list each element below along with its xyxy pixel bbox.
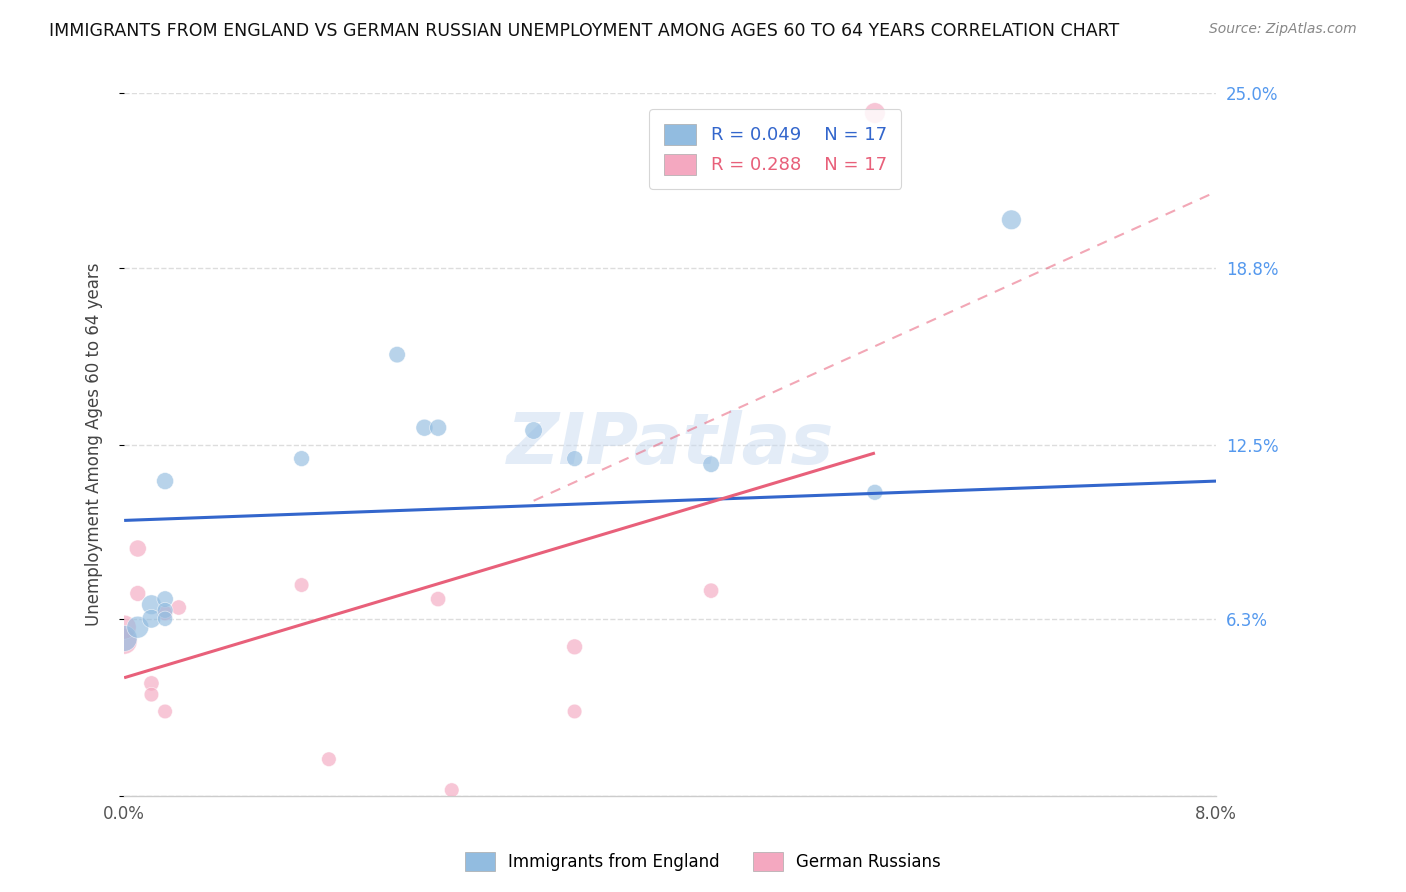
Y-axis label: Unemployment Among Ages 60 to 64 years: Unemployment Among Ages 60 to 64 years (86, 263, 103, 626)
Point (427, 592, 450, 607)
Point (153, 603, 176, 617)
Point (112, 632, 135, 646)
Point (564, 451, 586, 466)
Text: IMMIGRANTS FROM ENGLAND VS GERMAN RUSSIAN UNEMPLOYMENT AMONG AGES 60 TO 64 YEARS: IMMIGRANTS FROM ENGLAND VS GERMAN RUSSIA… (49, 22, 1119, 40)
Point (863, 106, 886, 120)
Point (385, 348, 408, 362)
Point (291, 451, 314, 466)
Point (153, 612, 176, 626)
Text: ZIPatlas: ZIPatlas (506, 410, 834, 479)
Point (427, 420, 450, 434)
Point (440, 783, 463, 797)
Point (153, 474, 176, 488)
Point (112, 634, 135, 648)
Point (153, 592, 176, 607)
Point (127, 620, 149, 634)
Point (141, 676, 163, 690)
Point (153, 705, 176, 719)
Point (153, 606, 176, 620)
Point (564, 640, 586, 654)
Legend: Immigrants from England, German Russians: Immigrants from England, German Russians (457, 843, 949, 880)
Point (564, 705, 586, 719)
Point (291, 578, 314, 592)
Point (1000, 212, 1022, 227)
Point (523, 424, 546, 438)
Point (863, 485, 886, 500)
Point (127, 541, 149, 556)
Point (141, 598, 163, 612)
Point (318, 752, 340, 766)
Point (700, 457, 723, 471)
Legend: R = 0.049    N = 17, R = 0.288    N = 17: R = 0.049 N = 17, R = 0.288 N = 17 (650, 110, 901, 189)
Point (112, 620, 135, 634)
Text: Source: ZipAtlas.com: Source: ZipAtlas.com (1209, 22, 1357, 37)
Point (167, 600, 190, 615)
Point (413, 420, 436, 434)
Point (700, 583, 723, 598)
Point (127, 586, 149, 600)
Point (141, 612, 163, 626)
Point (141, 688, 163, 702)
